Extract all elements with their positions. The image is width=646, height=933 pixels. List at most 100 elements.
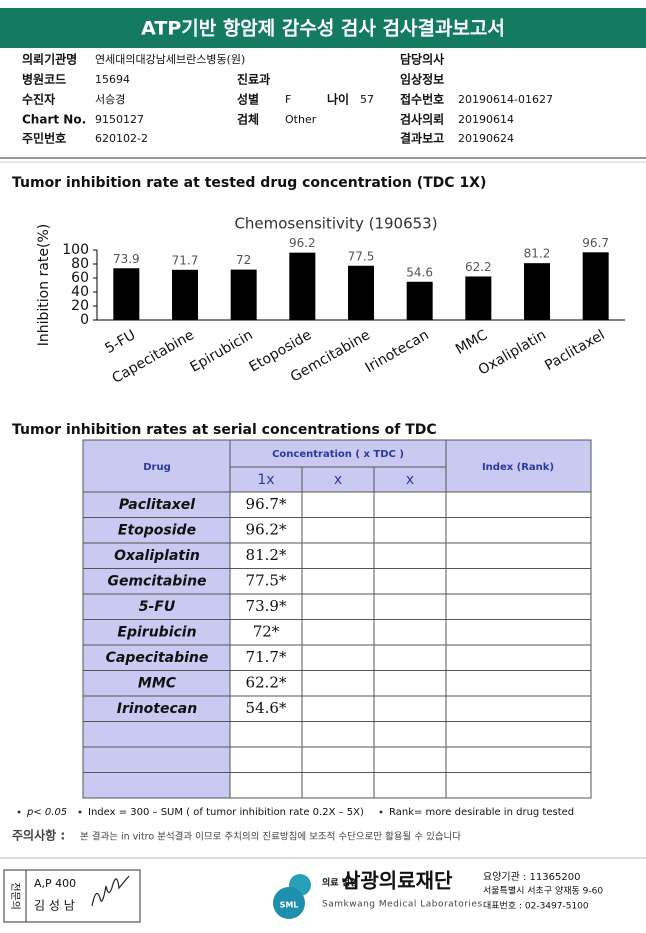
- label: 검사의뢰: [400, 112, 444, 127]
- drug-name: MMC: [138, 675, 177, 691]
- value: Other: [285, 113, 317, 126]
- y-tick-label: 20: [71, 298, 89, 314]
- label: Chart No.: [22, 113, 86, 127]
- value: 서승경: [95, 93, 125, 106]
- stamp-box: [3, 869, 141, 923]
- value: 20190614-01627: [458, 93, 553, 106]
- bar: [524, 263, 550, 320]
- drug-name: Epirubicin: [117, 624, 196, 640]
- label: 병원코드: [22, 72, 66, 87]
- chart: 02040608010073.95-FU71.7Capecitabine72Ep…: [62, 236, 625, 387]
- y-tick-label: 60: [71, 270, 89, 286]
- label: 성별: [237, 92, 259, 107]
- label: 접수번호: [400, 92, 444, 107]
- bullet: [379, 810, 383, 814]
- org: 삼광의료재단: [342, 869, 453, 893]
- note: p< 0.05: [26, 807, 67, 818]
- value-label: 96.2: [289, 236, 316, 250]
- value-label: 81.2: [524, 247, 551, 261]
- cell-value: 96.7*: [246, 495, 287, 513]
- label: 의뢰기관명: [22, 52, 77, 67]
- label: 나이: [327, 92, 349, 107]
- header: Index (Rank): [482, 462, 554, 473]
- value: 15694: [95, 73, 130, 86]
- header: x: [334, 472, 342, 488]
- table: Drug Concentration ( x TDC ) Index (Rank) 1…: [82, 439, 592, 799]
- bar: [465, 276, 492, 320]
- header: x: [406, 472, 414, 488]
- label: 임상정보: [400, 72, 444, 87]
- bar: [348, 265, 374, 320]
- drug-name: Capecitabine: [106, 650, 209, 666]
- logo-text: SML: [280, 901, 299, 910]
- drug-name: Etoposide: [118, 522, 196, 538]
- bar: [230, 269, 257, 320]
- cell-value: 81.2*: [246, 546, 287, 564]
- bar: [406, 281, 433, 320]
- y-tick-label: 40: [71, 284, 89, 300]
- drug-name: Gemcitabine: [107, 573, 206, 589]
- value-label: 73.9: [113, 252, 140, 266]
- bullet: [17, 810, 21, 814]
- x-tick-label: 5-FU: [102, 327, 138, 357]
- value-label: 77.5: [348, 249, 375, 263]
- cell-value: 77.5*: [246, 571, 287, 589]
- drug-name: Paclitaxel: [119, 497, 195, 513]
- value: 20190624: [458, 132, 514, 145]
- label: 수진자: [22, 92, 55, 107]
- value: 620102-2: [95, 132, 148, 145]
- drug-name: 5-FU: [139, 599, 176, 615]
- label: 담당의사: [400, 52, 444, 67]
- bullet: [78, 810, 82, 814]
- bar: [113, 268, 140, 320]
- bar: [172, 269, 198, 320]
- cell-value: 71.7*: [246, 648, 287, 666]
- note: Rank= more desirable in drug tested: [389, 807, 574, 818]
- stamp-code: A,P 400: [34, 877, 76, 890]
- x-tick-label: Epirubicin: [187, 327, 255, 376]
- y-tick-label: 80: [71, 256, 89, 272]
- y-axis-label: Inhibition rate(%): [36, 224, 52, 346]
- x-tick-label: Paclitaxel: [542, 327, 607, 374]
- chart-title: Chemosensitivity (190653): [234, 215, 437, 233]
- y-tick-label: 0: [80, 312, 89, 328]
- title: ATP기반 항암제 감수성 검사 검사결과보고서: [141, 18, 505, 40]
- value-label: 54.6: [406, 265, 433, 279]
- value-label: 96.7: [582, 236, 609, 250]
- note: Index = 300 – SUM ( of tumor inhibition …: [88, 807, 364, 818]
- bar: [582, 252, 609, 320]
- header: Concentration ( x TDC ): [272, 449, 404, 460]
- signature: [91, 875, 130, 907]
- header-bg: [83, 440, 591, 492]
- org-en: Samkwang Medical Laboratories: [322, 900, 483, 910]
- value: F: [285, 93, 291, 106]
- logo-shape: [273, 887, 305, 919]
- label: 검체: [237, 112, 259, 127]
- drug-name: Oxaliplatin: [114, 548, 200, 564]
- label: 주민번호: [22, 131, 66, 146]
- cell-value: 96.2*: [246, 520, 287, 538]
- bar: [289, 252, 316, 320]
- cell-value: 54.6*: [246, 699, 287, 717]
- value: 20190614: [458, 113, 514, 126]
- value: 9150127: [95, 113, 144, 126]
- caution-text: 본 결과는 in vitro 분석결과 이므로 주치의의 진료방침에 보조적 수…: [80, 831, 461, 843]
- section-title: Tumor inhibition rate at tested drug con…: [12, 175, 486, 191]
- value-label: 71.7: [172, 253, 199, 267]
- header: 1x: [257, 472, 274, 488]
- header: Drug: [143, 462, 171, 473]
- contact: 요양기관 : 11365200: [483, 871, 580, 883]
- contact: 서울특별시 서초구 양재동 9-60: [483, 886, 603, 897]
- cell-value: 73.9*: [246, 597, 287, 615]
- label: 결과보고: [400, 131, 444, 146]
- contact: 대표번호 : 02-3497-5100: [483, 901, 589, 912]
- drug-name: Irinotecan: [117, 701, 197, 717]
- value-label: 62.2: [465, 260, 492, 274]
- corp: 의료 법인: [322, 877, 358, 889]
- value: 연세대의대강남세브란스병동(원): [95, 53, 245, 66]
- stamp-title: 전문의: [9, 882, 21, 910]
- cell-value: 62.2*: [246, 673, 287, 691]
- caution-label: 주의사항 :: [12, 828, 65, 843]
